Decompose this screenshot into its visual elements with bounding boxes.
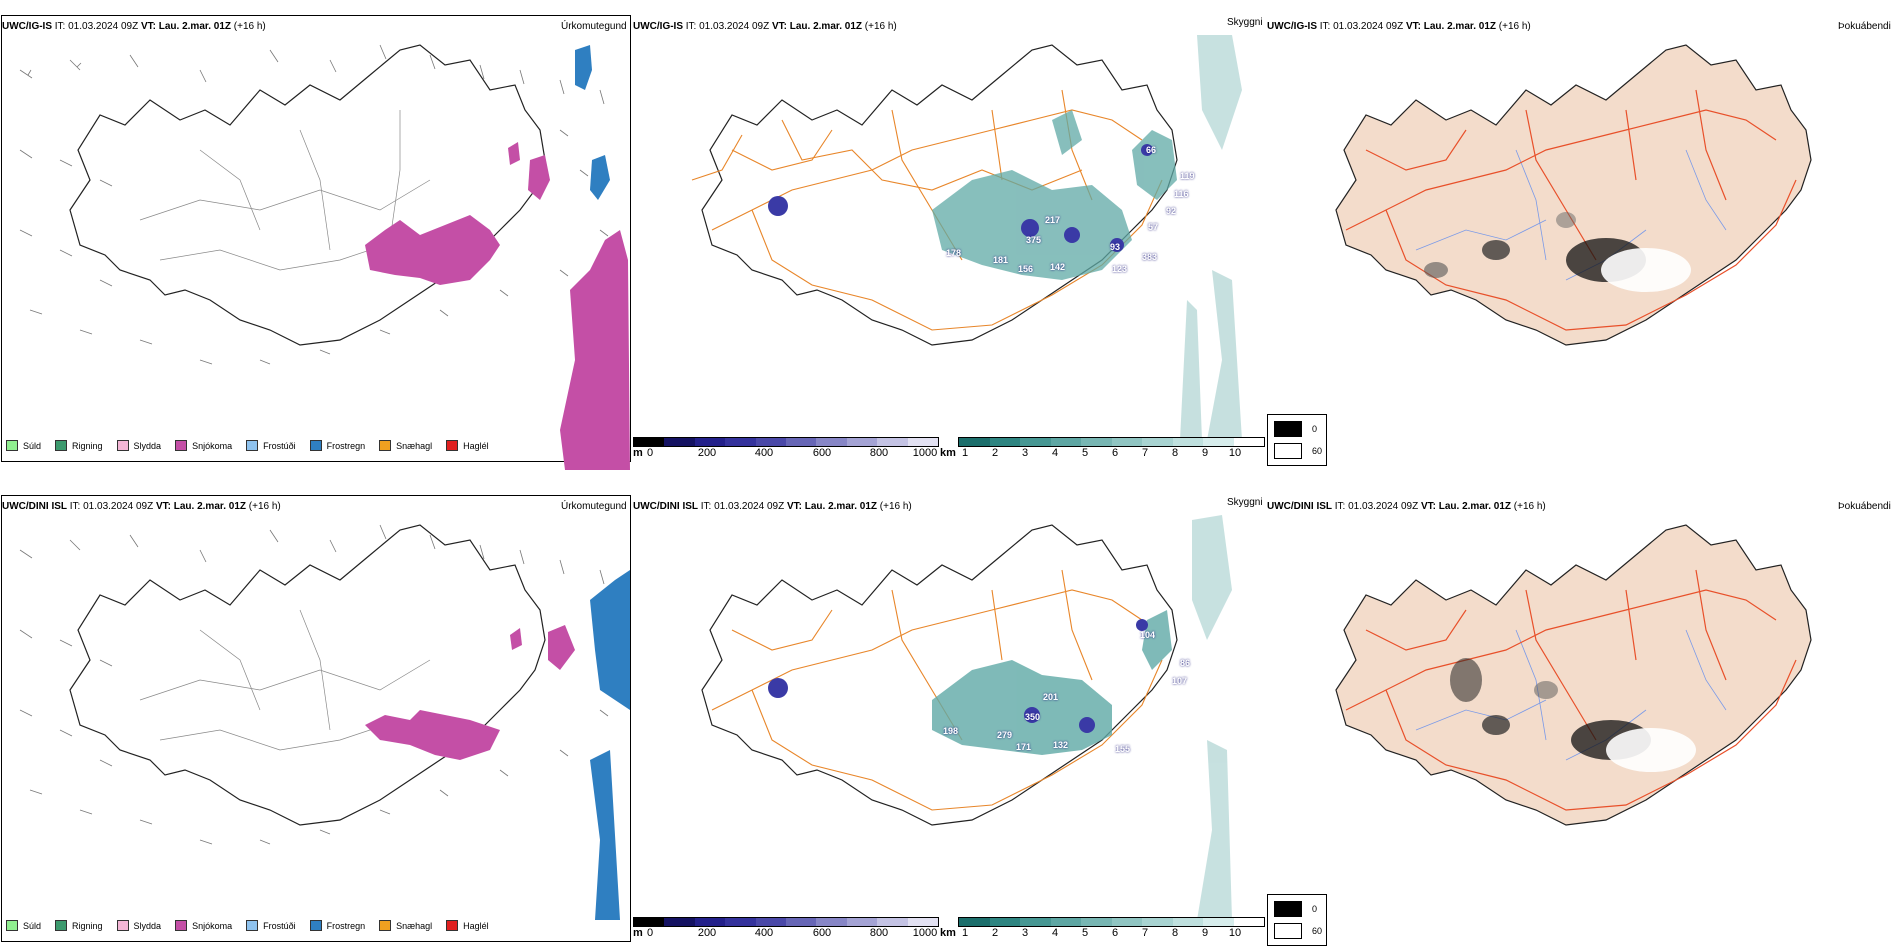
header-cloud: UWC/DINI ISL IT: 01.03.2024 09Z VT: Lau.…: [633, 501, 912, 512]
cloud-base-colorbar: [633, 437, 939, 447]
visibility-streaks: [1180, 35, 1242, 440]
header-precip: UWC/IG-IS IT: 01.03.2024 09Z VT: Lau. 2.…: [2, 21, 266, 32]
row-1: UWC/IG-IS IT: 01.03.2024 09Z VT: Lau. 2.…: [0, 0, 1900, 470]
legend-item-snjokoma: Snjókoma: [175, 920, 232, 931]
precip-legend: Súld Rigning Slydda Snjókoma Frostúði Fr…: [6, 440, 489, 451]
fog-areas: [1424, 212, 1691, 292]
precip-legend: Súld Rigning Slydda Snjókoma Frostúði Fr…: [6, 920, 489, 931]
ceiling-label: 217: [1045, 215, 1061, 225]
cloud-panel-title: Skyggni: [1227, 17, 1263, 28]
ceiling-blob: [1021, 219, 1039, 237]
visibility-colorbar: [958, 917, 1265, 927]
fog-legend: 0 60: [1267, 894, 1327, 946]
ceiling-label: 57: [1148, 222, 1159, 232]
ceiling-label: 156: [1018, 264, 1034, 274]
legend-item-haglel: Haglél: [446, 920, 489, 931]
visibility-colorbar: [958, 437, 1265, 447]
iceland-outline-fog: [1335, 44, 1812, 346]
iceland-outline-precip: [69, 44, 546, 346]
legend-item-frostregn: Frostregn: [309, 440, 365, 451]
cloud-panel-title: Skyggni: [1227, 497, 1263, 508]
cloud-base-unit: m: [633, 447, 643, 459]
legend-item-haglel: Haglél: [446, 440, 489, 451]
ceiling-label: 198: [943, 726, 959, 736]
ceiling-label: 92: [1166, 206, 1177, 216]
ceiling-blob: [1110, 238, 1124, 252]
cloud-base-blobs: [768, 144, 1153, 252]
header-fog: UWC/DINI ISL IT: 01.03.2024 09Z VT: Lau.…: [1267, 501, 1546, 512]
legend-item-sud: Súld: [6, 920, 41, 931]
legend-item-frostregn: Frostregn: [309, 920, 365, 931]
fog-panel-title: Þokuábendi: [1838, 501, 1891, 512]
legend-item-snaehagl: Snæhagl: [379, 440, 432, 451]
ceiling-blob: [1064, 227, 1080, 243]
wind-barbs: [19, 44, 609, 365]
ceiling-label: 350: [1025, 712, 1041, 722]
ceiling-label: 155: [1115, 744, 1131, 754]
ceiling-label: 383: [1142, 252, 1158, 262]
legend-item-snaehagl: Snæhagl: [379, 920, 432, 931]
precip-panel-frame: [1, 15, 631, 462]
header-cloud: UWC/IG-IS IT: 01.03.2024 09Z VT: Lau. 2.…: [633, 21, 897, 32]
visibility-unit: km: [940, 447, 956, 459]
ceiling-label: 66: [1146, 145, 1157, 155]
ceiling-label: 104: [1140, 630, 1156, 640]
ceiling-label: 279: [997, 730, 1013, 740]
ceiling-label: 116: [1174, 189, 1189, 199]
fog-map: [1335, 524, 1812, 826]
precip-map: [19, 524, 630, 920]
snow-areas: [365, 142, 630, 470]
ceiling-label: 201: [1043, 692, 1059, 702]
cloud-map: [691, 35, 1242, 440]
legend-item-sud: Súld: [6, 440, 41, 451]
ceiling-label: 107: [1172, 676, 1188, 686]
precip-map: [19, 44, 630, 470]
ceiling-label: 171: [1016, 742, 1032, 752]
ceiling-label: 123: [1112, 264, 1128, 274]
precip-panel-frame: [1, 495, 631, 942]
ceiling-label: 178: [946, 248, 962, 258]
legend-item-rigning: Rigning: [55, 440, 103, 451]
cloud-map: [701, 515, 1232, 920]
ceiling-blob: [1141, 144, 1153, 156]
ceiling-label: 93: [1110, 242, 1121, 252]
header-precip: UWC/DINI ISL IT: 01.03.2024 09Z VT: Lau.…: [2, 501, 281, 512]
legend-item-slydda: Slydda: [116, 440, 161, 451]
legend-item-frostudi: Frostúði: [246, 440, 296, 451]
visibility-unit: km: [940, 927, 956, 939]
fog-panel-title: Þokuábendi: [1838, 21, 1891, 32]
ceiling-label: 375: [1026, 235, 1042, 245]
precip-panel-title: Úrkomutegund: [561, 21, 627, 32]
ceiling-label: 119: [1180, 171, 1195, 181]
legend-item-slydda: Slydda: [116, 920, 161, 931]
ceiling-label: 132: [1053, 740, 1069, 750]
ceiling-label: 86: [1180, 658, 1191, 668]
ceiling-blob: [768, 196, 788, 216]
header-fog: UWC/IG-IS IT: 01.03.2024 09Z VT: Lau. 2.…: [1267, 21, 1531, 32]
legend-item-snjokoma: Snjókoma: [175, 440, 232, 451]
cloud-base-unit: m: [633, 927, 643, 939]
cloud-base-colorbar: [633, 917, 939, 927]
row-2: UWC/DINI ISL IT: 01.03.2024 09Z VT: Lau.…: [0, 480, 1900, 950]
legend-item-rigning: Rigning: [55, 920, 103, 931]
freezing-rain-areas: [575, 45, 610, 200]
legend-item-frostudi: Frostúði: [246, 920, 296, 931]
fog-map: [1335, 44, 1812, 346]
ceiling-label: 181: [993, 255, 1009, 265]
ceiling-label: 142: [1050, 262, 1066, 272]
precip-panel-title: Úrkomutegund: [561, 501, 627, 512]
iceland-outline-cloud: [701, 44, 1178, 346]
fog-legend: 0 60: [1267, 414, 1327, 466]
